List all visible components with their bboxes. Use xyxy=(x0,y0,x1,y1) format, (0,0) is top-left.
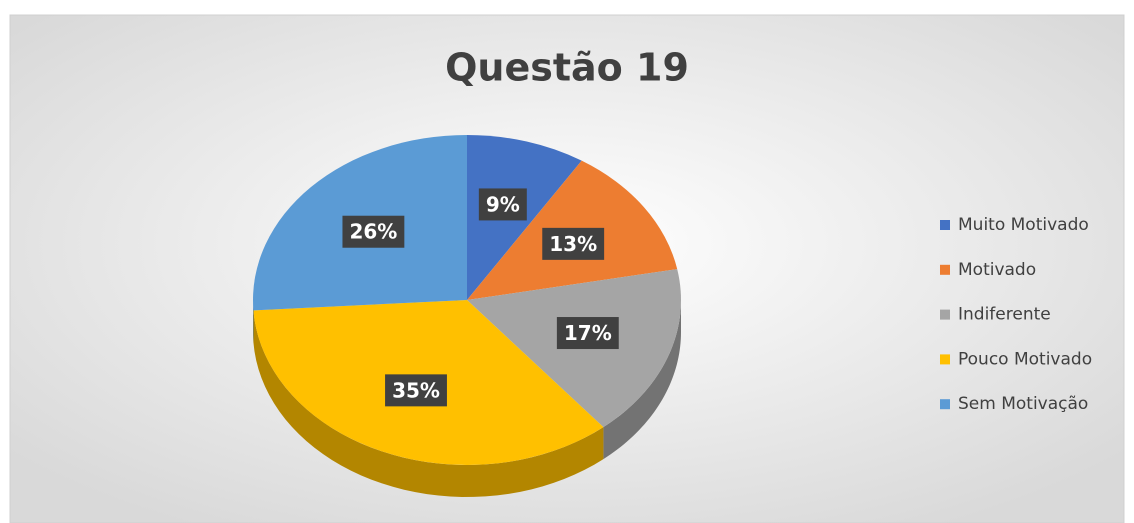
slice-side xyxy=(603,300,681,460)
data-label-text: 26% xyxy=(349,220,397,244)
data-label: 35% xyxy=(385,374,447,407)
legend-label: Motivado xyxy=(958,260,1036,280)
legend-swatch xyxy=(940,354,950,365)
legend-swatch xyxy=(940,309,950,320)
legend-swatch xyxy=(940,220,950,230)
data-label-text: 35% xyxy=(392,378,440,402)
legend-label: Pouco Motivado xyxy=(958,349,1092,369)
slice-side xyxy=(253,310,604,497)
data-label-text: 17% xyxy=(564,321,612,345)
data-label-box xyxy=(556,317,619,350)
data-label-box xyxy=(478,188,527,221)
legend-label: Indiferente xyxy=(958,305,1051,325)
data-label-text: 13% xyxy=(549,232,597,256)
data-label: 26% xyxy=(342,215,405,248)
data-label-box xyxy=(542,227,605,260)
data-label-box xyxy=(342,215,405,248)
data-label-box xyxy=(385,374,447,407)
legend-label: Sem Motivação xyxy=(958,394,1088,414)
data-label-text: 9% xyxy=(486,192,520,216)
data-label: 13% xyxy=(542,227,605,260)
legend-swatch xyxy=(940,399,950,410)
data-label: 17% xyxy=(556,317,619,350)
legend-label: Muito Motivado xyxy=(958,215,1089,235)
chart-title: Questão 19 xyxy=(445,46,689,90)
data-label: 9% xyxy=(478,188,527,221)
legend-swatch xyxy=(940,264,950,275)
